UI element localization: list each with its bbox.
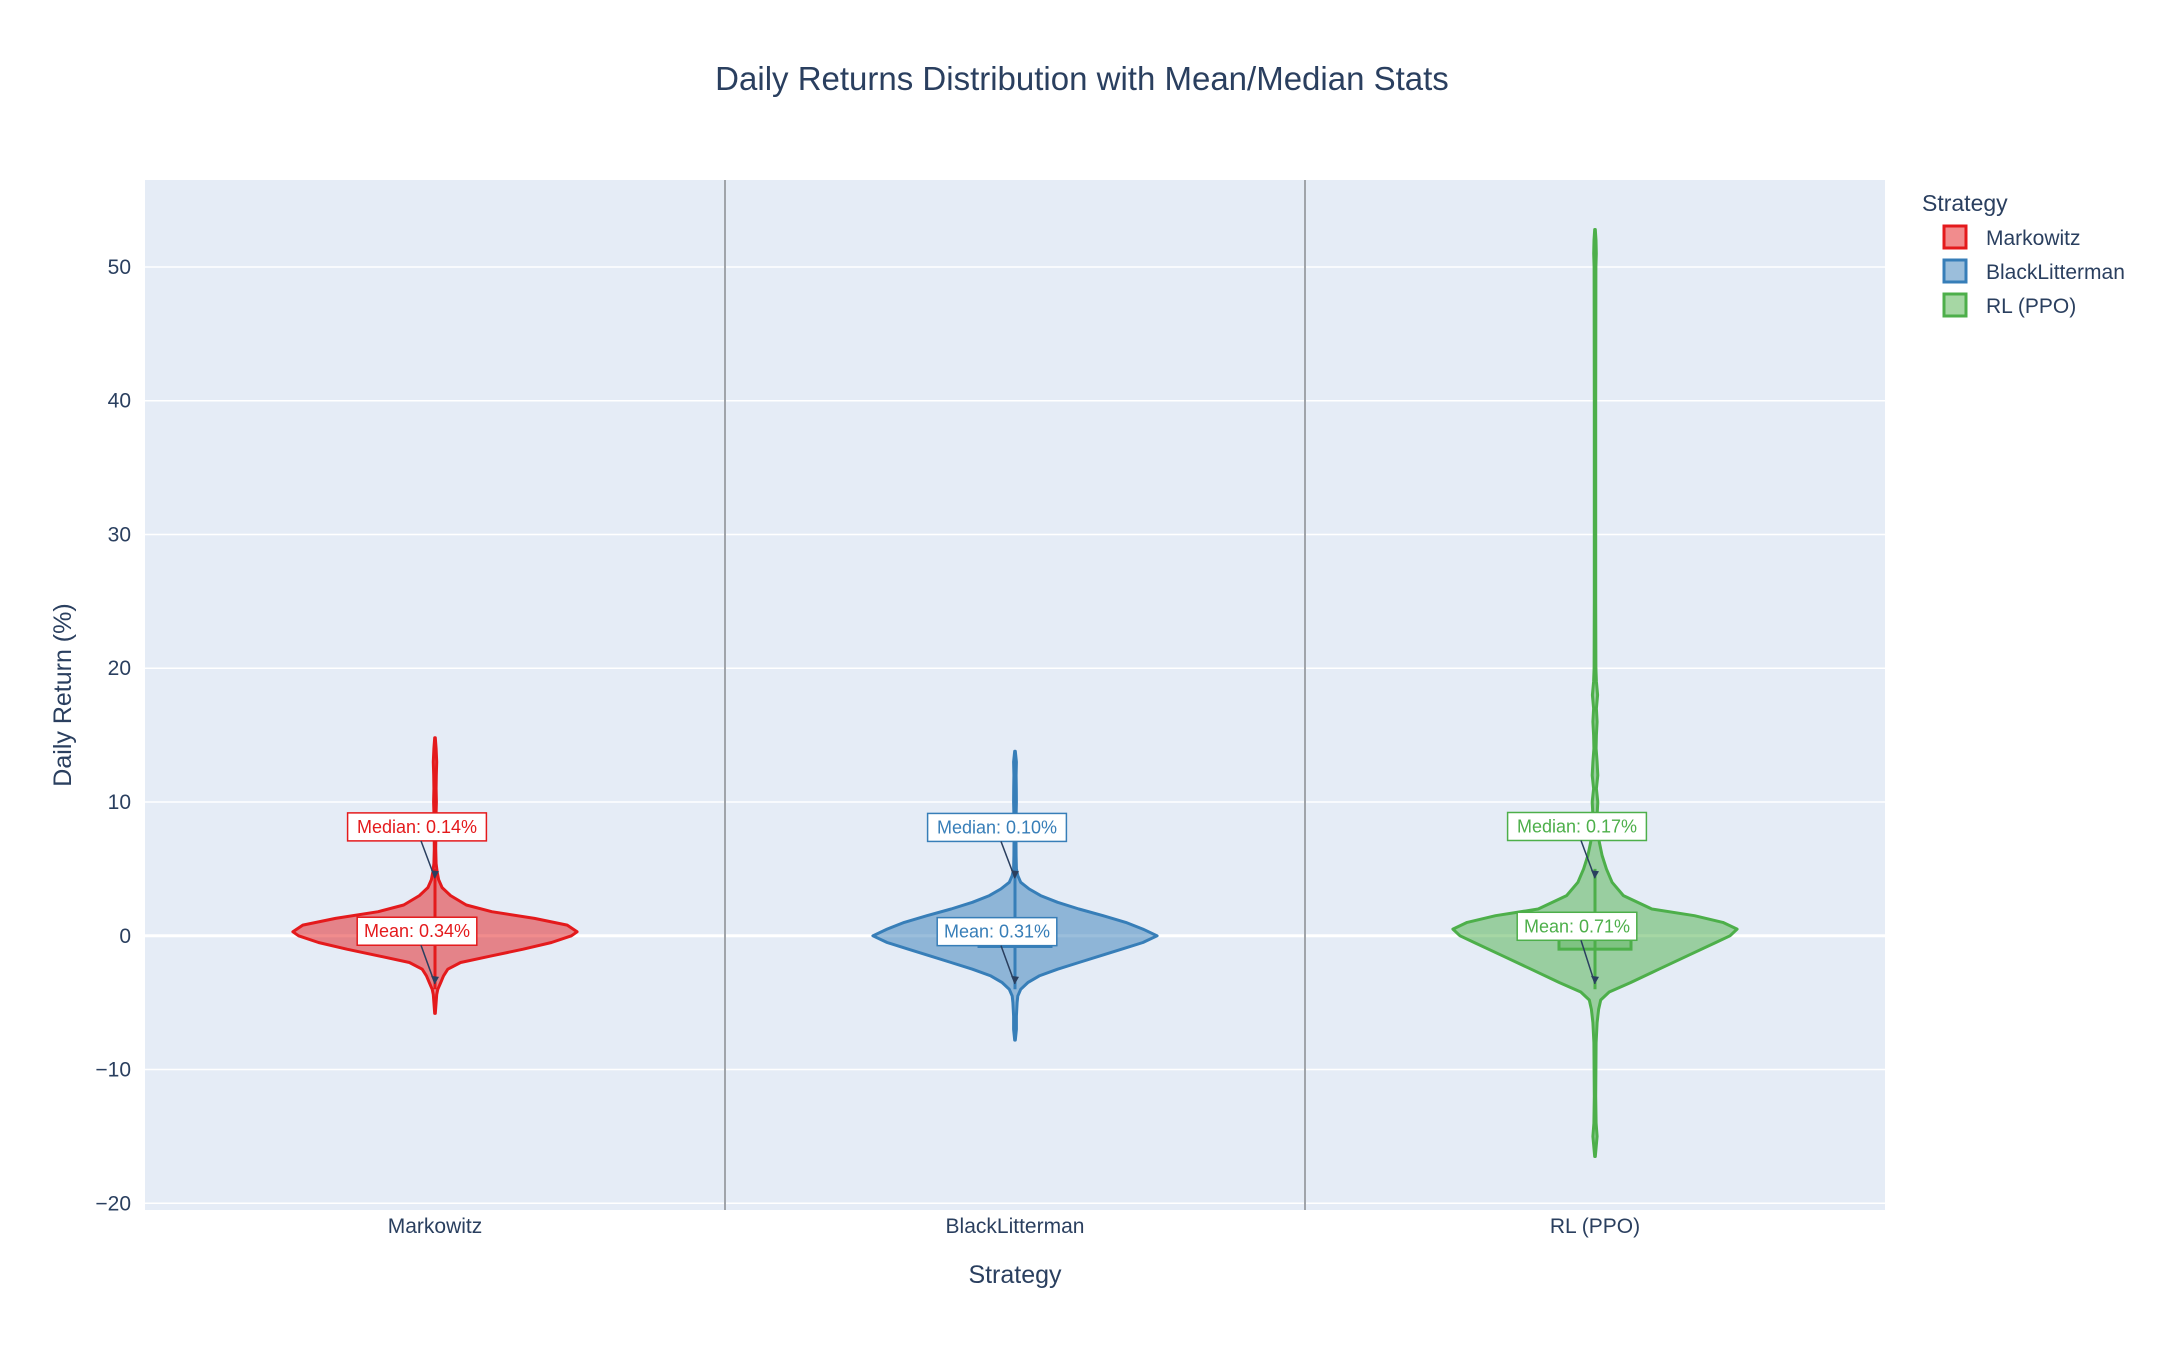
y-tick-labels: −20 −10 0 10 20 30 40 50 (95, 256, 131, 1215)
y-tick-label: 50 (108, 256, 131, 279)
mean-annotation-2: Mean: 0.71% (1516, 911, 1638, 985)
median-annotation-2: Median: 0.17% (1506, 811, 1648, 879)
median-annotation-1: Median: 0.10% (926, 812, 1068, 879)
legend-entry-2: RL (PPO) (1986, 295, 2076, 318)
y-tick-label: 10 (108, 791, 131, 814)
legend-title: Strategy (1922, 190, 2008, 216)
x-axis-title: Strategy (968, 1261, 1062, 1289)
median-annotation-0-box (346, 812, 488, 842)
mean-annotation-2-arrowhead (1591, 975, 1599, 984)
category-dividers (724, 180, 1306, 1210)
x-tick-labels: Markowitz BlackLitterman RL (PPO) (388, 1215, 1640, 1238)
y-tick-label: −20 (95, 1192, 131, 1215)
x-tick-label: Markowitz (388, 1215, 483, 1238)
median-annotation-1-box (926, 812, 1068, 843)
median-annotation-2-box (1506, 811, 1648, 842)
y-tick-label: −10 (95, 1059, 131, 1082)
legend-swatch-1 (1942, 258, 1968, 284)
median-annotation-2-arrowhead (1591, 870, 1599, 879)
mean-annotation-1: Mean: 0.31% (936, 916, 1058, 985)
median-annotation-2-text: Median: 0.17% (1517, 816, 1637, 836)
y-tick-label: 20 (108, 657, 131, 680)
median-annotation-1-arrowhead (1011, 870, 1019, 879)
y-axis-title: Daily Return (%) (49, 603, 77, 786)
legend-entry-1: BlackLitterman (1986, 261, 2125, 284)
mean-annotation-0-box (356, 916, 478, 946)
mean-annotation-1-arrowhead (1011, 975, 1019, 984)
plot-background (145, 180, 1885, 1210)
mean-annotation-1-box (936, 916, 1058, 947)
mean-annotation-2-text: Mean: 0.71% (1524, 916, 1630, 936)
annotations: Median: 0.14% Mean: 0.34% Median: 0.10% Mea… (346, 811, 1648, 985)
legend-swatch-0 (1942, 224, 1968, 250)
x-tick-label: BlackLitterman (946, 1215, 1085, 1238)
mean-annotation-0: Mean: 0.34% (356, 916, 478, 985)
legend-swatch-2 (1942, 292, 1968, 318)
median-annotation-0: Median: 0.14% (346, 812, 488, 879)
mean-annotation-1-text: Mean: 0.31% (944, 922, 1050, 942)
median-annotation-0-arrowhead (431, 870, 439, 879)
mean-annotation-0-arrowhead (431, 975, 439, 984)
legend-entry-0: Markowitz (1986, 227, 2081, 250)
y-tick-label: 40 (108, 390, 131, 413)
mean-annotation-0-text: Mean: 0.34% (364, 921, 470, 941)
y-tick-label: 30 (108, 523, 131, 546)
y-tick-label: 0 (119, 925, 131, 948)
x-tick-label: RL (PPO) (1550, 1215, 1640, 1238)
median-annotation-1-text: Median: 0.10% (937, 817, 1057, 837)
mean-annotation-2-box (1516, 911, 1638, 942)
legend: Strategy Markowitz BlackLitterman RL (PPO) (1922, 190, 2125, 318)
median-annotation-0-text: Median: 0.14% (357, 817, 477, 837)
chart-title: Daily Returns Distribution with Mean/Med… (715, 60, 1449, 97)
